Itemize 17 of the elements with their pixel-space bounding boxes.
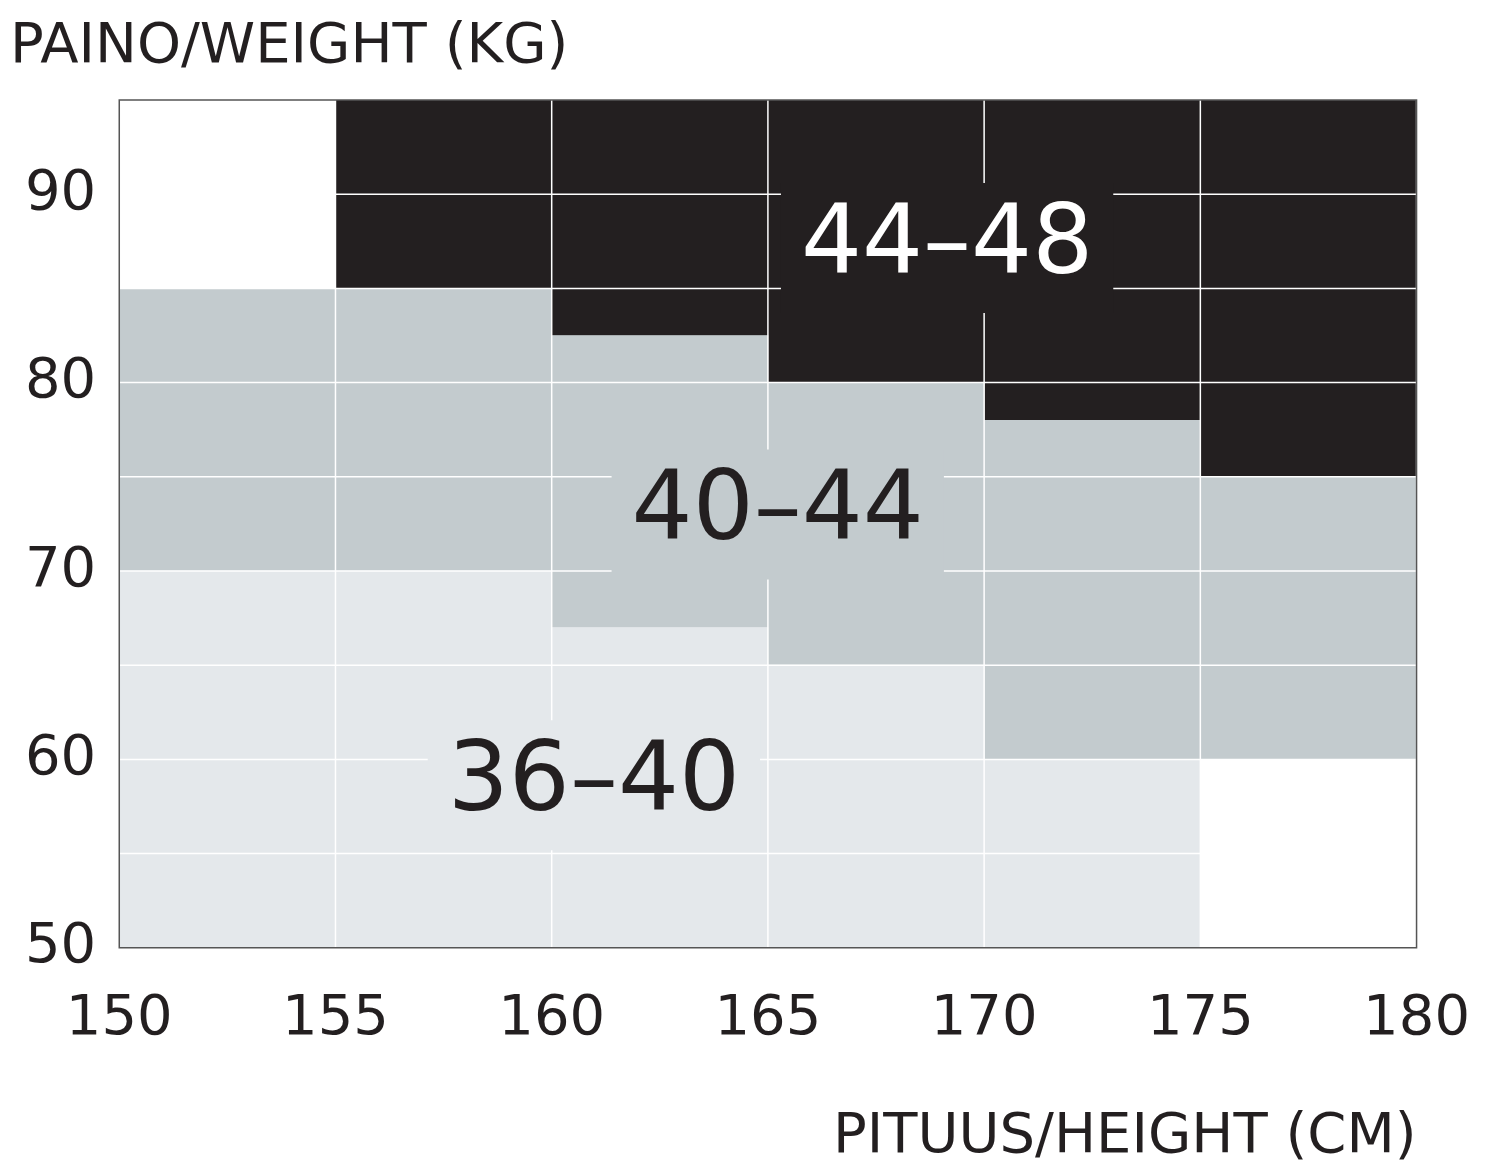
- series-label: 36–40: [447, 721, 741, 834]
- x-tick-label: 180: [1363, 981, 1470, 1047]
- x-tick-label: 170: [930, 981, 1038, 1047]
- x-tick-label: 155: [282, 981, 389, 1047]
- x-axis-title: PITUUS/HEIGHT (CM): [833, 1099, 1417, 1165]
- x-tick-label: 165: [714, 981, 822, 1047]
- y-tick-label: 60: [24, 721, 97, 787]
- y-tick-label: 50: [24, 910, 97, 976]
- series-label: 40–44: [631, 450, 924, 563]
- x-tick-label: 150: [65, 981, 173, 1047]
- x-tick-label: 175: [1146, 981, 1254, 1047]
- x-tick-label: 160: [498, 981, 606, 1047]
- y-tick-label: 80: [24, 345, 97, 411]
- y-tick-label: 90: [24, 156, 97, 222]
- y-axis-title: PAINO/WEIGHT (KG): [10, 9, 569, 75]
- y-tick-label: 70: [24, 533, 97, 599]
- series-label: 44–48: [800, 183, 1094, 296]
